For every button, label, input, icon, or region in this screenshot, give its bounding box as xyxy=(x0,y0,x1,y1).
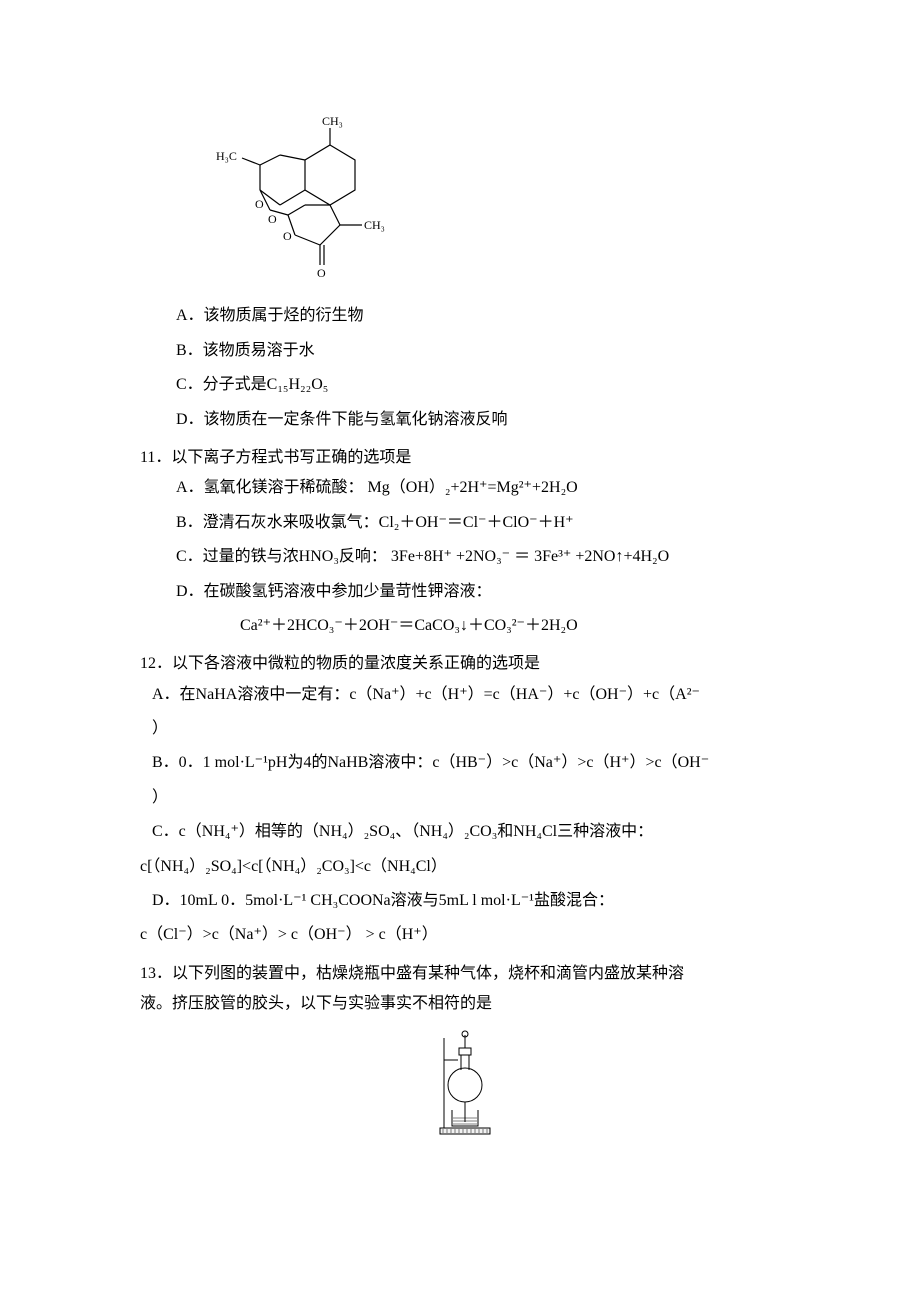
q10-option-b: B．该物质易溶于水 xyxy=(176,336,790,366)
label-o3: O xyxy=(283,229,292,243)
q12-option-c1: C．c（NH₄⁺）相等的（NH₄）₂SO₄、（NH₄）₂CO₃和NH₄Cl三种溶… xyxy=(152,817,790,847)
label-o2: O xyxy=(268,212,277,226)
q12-option-b2: ） xyxy=(152,783,790,813)
label-ch3-top: CH₃ xyxy=(322,114,343,128)
label-ch3-right: CH₃ xyxy=(364,218,385,232)
q12-option-d2: c（Cl⁻）>c（Na⁺）> c（OH⁻） > c（H⁺） xyxy=(140,920,790,950)
q12-header: 12．以下各溶液中微粒的物质的量浓度关系正确的选项是 xyxy=(140,649,790,679)
q11-header: 11．以下离子方程式书写正确的选项是 xyxy=(140,443,790,473)
q11-option-a: A．氢氧化镁溶于稀硫酸： Mg（OH）₂+2H⁺=Mg²⁺+2H₂O xyxy=(176,473,790,503)
q12-option-b1: B．0．1 mol·L⁻¹pH为4的NaHB溶液中：c（HB⁻）>c（Na⁺）>… xyxy=(152,748,790,778)
q10-option-a: A．该物质属于烃的衍生物 xyxy=(176,301,790,331)
q10-option-c: C．分子式是C₁₅H₂₂O₅ xyxy=(176,370,790,400)
q13-apparatus-figure xyxy=(140,1030,790,1151)
q12-option-a2: ） xyxy=(152,714,790,744)
label-o4: O xyxy=(317,266,326,280)
label-ch3-left: H₃C xyxy=(216,149,237,163)
q10-option-d: D．该物质在一定条件下能与氢氧化钠溶液反响 xyxy=(176,405,790,435)
q11-option-d-text: D．在碳酸氢钙溶液中参加少量苛性钾溶液： xyxy=(176,577,790,607)
q12-option-c2: c[（NH₄）₂SO₄]<c[（NH₄）₂CO₃]<c（NH₄Cl） xyxy=(140,852,790,882)
q12-option-a1: A．在NaHA溶液中一定有：c（Na⁺）+c（H⁺）=c（HA⁻）+c（OH⁻）… xyxy=(152,680,790,710)
chemical-structure-figure: CH₃ H₃C CH₃ O O O O xyxy=(200,110,790,291)
label-o1: O xyxy=(255,197,264,211)
q11-option-b: B．澄清石灰水来吸收氯气：Cl₂＋OH⁻＝Cl⁻＋ClO⁻＋H⁺ xyxy=(176,508,790,538)
q13-line1: 13．以下列图的装置中，枯燥烧瓶中盛有某种气体，烧杯和滴管内盛放某种溶 xyxy=(140,959,790,989)
q12-option-d1: D．10mL 0．5mol·L⁻¹ CH₃COONa溶液与5mL l mol·L… xyxy=(152,886,790,916)
q11-option-d-eq: Ca²⁺＋2HCO₃⁻＋2OH⁻＝CaCO₃↓＋CO₃²⁻＋2H₂O xyxy=(240,611,790,641)
q13-line2: 液。挤压胶管的胶头，以下与实验事实不相符的是 xyxy=(140,989,790,1019)
q11-option-c: C．过量的铁与浓HNO₃反响： 3Fe+8H⁺ +2NO₃⁻ ＝ 3Fe³⁺ +… xyxy=(176,542,790,572)
